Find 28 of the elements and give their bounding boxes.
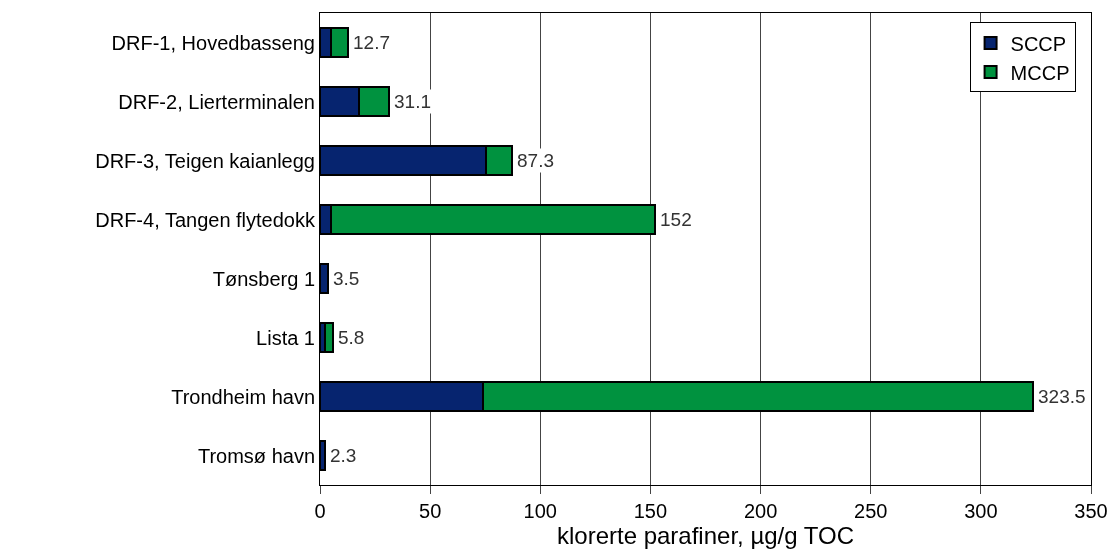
total-label: 323.5 xyxy=(1038,386,1086,407)
x-tick-label: 300 xyxy=(964,500,998,522)
y-tick-label: DRF-1, Hovedbasseng xyxy=(111,31,315,54)
bar xyxy=(323,321,334,354)
y-tick-label: Tromsø havn xyxy=(197,444,315,467)
total-label: 31.1 xyxy=(394,91,431,112)
y-tick-label: Trondheim havn xyxy=(171,385,315,408)
x-tick-label: 250 xyxy=(854,500,888,522)
total-label: 2.3 xyxy=(330,445,357,466)
total-label: 152 xyxy=(660,209,692,230)
y-tick-label: DRF-2, Lierterminalen xyxy=(118,90,315,113)
x-tick-label: 350 xyxy=(1074,500,1108,522)
y-tick-label: Lista 1 xyxy=(256,326,315,349)
x-tick-label: 200 xyxy=(743,500,778,522)
x-tick-label: 100 xyxy=(523,500,557,522)
total-label: 12.7 xyxy=(353,32,390,53)
legend-label: SCCP xyxy=(1010,32,1067,55)
y-tick-label: DRF-4, Tangen flytedokk xyxy=(95,208,316,231)
y-tick-label: Tønsberg 1 xyxy=(212,267,315,290)
legend-label: MCCP xyxy=(1010,61,1070,84)
x-tick-label: 50 xyxy=(419,500,442,522)
total-label: 3.5 xyxy=(333,268,360,289)
x-tick-label: 0 xyxy=(314,500,326,522)
total-label: 87.3 xyxy=(517,150,554,171)
total-label: 5.8 xyxy=(338,327,365,348)
x-tick-label: 150 xyxy=(633,500,668,522)
y-tick-label: DRF-3, Teigen kaianlegg xyxy=(95,149,315,172)
x-axis-title: klorerte parafiner, µg/g TOC xyxy=(556,522,855,550)
